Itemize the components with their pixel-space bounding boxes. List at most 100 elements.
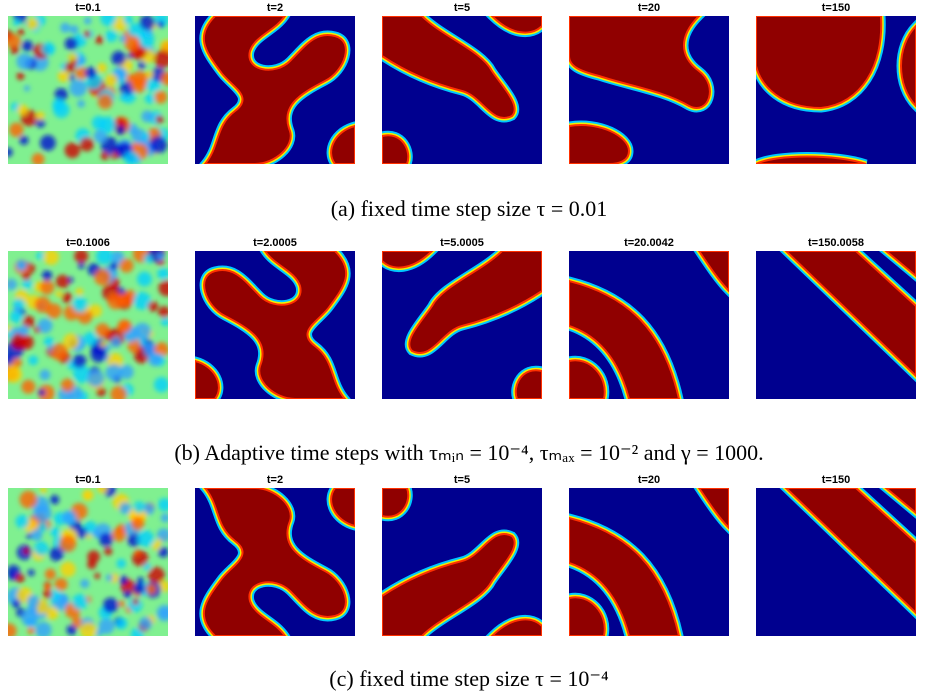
domain bbox=[784, 488, 916, 615]
domain bbox=[408, 251, 542, 354]
domains bbox=[569, 16, 715, 164]
blob bbox=[105, 574, 113, 582]
blob bbox=[158, 546, 168, 558]
blob bbox=[54, 577, 68, 591]
field-image bbox=[195, 16, 355, 164]
blob bbox=[26, 604, 38, 615]
blob bbox=[100, 16, 117, 27]
blob bbox=[94, 572, 101, 580]
blob bbox=[8, 324, 12, 332]
blob bbox=[19, 135, 29, 146]
panel: t=2 bbox=[195, 2, 355, 164]
blob bbox=[142, 132, 151, 141]
blob bbox=[23, 547, 30, 555]
blob bbox=[139, 616, 153, 630]
blob bbox=[72, 593, 88, 610]
blob bbox=[27, 627, 35, 635]
field-image bbox=[569, 251, 729, 399]
blob bbox=[10, 333, 28, 350]
blob bbox=[104, 344, 111, 352]
blob bbox=[60, 378, 75, 393]
blob bbox=[13, 19, 21, 27]
blob bbox=[57, 70, 70, 83]
blob bbox=[104, 547, 113, 556]
caption: (b) Adaptive time steps with τₘᵢₙ = 10⁻⁴… bbox=[174, 440, 764, 465]
blob bbox=[95, 323, 110, 338]
blob bbox=[61, 510, 77, 525]
domains bbox=[569, 251, 729, 399]
blob bbox=[27, 594, 40, 608]
blob bbox=[87, 559, 97, 570]
blob bbox=[115, 125, 126, 135]
blob bbox=[31, 152, 45, 164]
blob bbox=[124, 151, 139, 164]
blob bbox=[69, 25, 79, 34]
domain bbox=[756, 155, 867, 164]
blob bbox=[84, 17, 92, 25]
blob bbox=[105, 73, 118, 87]
blob bbox=[130, 77, 147, 93]
domain bbox=[382, 488, 410, 518]
domain bbox=[569, 16, 711, 109]
panel: t=5 bbox=[382, 2, 542, 164]
blob bbox=[76, 55, 86, 65]
blob bbox=[117, 319, 132, 334]
blob bbox=[143, 253, 153, 264]
field-image bbox=[756, 488, 916, 636]
blob bbox=[110, 385, 127, 399]
blob bbox=[138, 61, 146, 70]
panel-title: t=0.1 bbox=[75, 2, 101, 14]
blob bbox=[26, 18, 39, 30]
domains bbox=[382, 251, 542, 399]
blob bbox=[8, 278, 18, 291]
blob bbox=[109, 262, 118, 271]
blob bbox=[30, 529, 43, 541]
domains bbox=[382, 16, 542, 164]
blob bbox=[148, 566, 165, 584]
blob bbox=[128, 598, 143, 613]
blob bbox=[75, 526, 88, 539]
blob bbox=[37, 318, 53, 334]
blob bbox=[131, 128, 147, 144]
blob bbox=[116, 558, 126, 569]
blob bbox=[75, 287, 84, 296]
blob bbox=[41, 42, 55, 56]
blob bbox=[9, 122, 24, 138]
domains bbox=[569, 488, 729, 636]
blob bbox=[83, 331, 98, 346]
blob bbox=[60, 22, 71, 33]
field-image bbox=[382, 16, 542, 164]
blob bbox=[156, 528, 168, 542]
blob bbox=[49, 495, 60, 505]
blob bbox=[119, 364, 134, 380]
panel-title: t=2 bbox=[266, 474, 284, 486]
blob bbox=[64, 62, 76, 73]
blob bbox=[22, 315, 35, 328]
blob bbox=[8, 366, 23, 383]
blob bbox=[19, 490, 38, 509]
blob bbox=[21, 379, 36, 394]
domain bbox=[490, 16, 542, 34]
blob bbox=[21, 271, 31, 281]
panel-title: t=5 bbox=[453, 474, 471, 486]
panel: t=5.0005 bbox=[382, 237, 542, 399]
blob bbox=[11, 599, 21, 609]
domain bbox=[330, 488, 355, 528]
blob bbox=[35, 621, 52, 636]
blob bbox=[15, 573, 25, 583]
blob bbox=[97, 94, 113, 110]
blob bbox=[96, 62, 107, 73]
blob bbox=[84, 66, 97, 79]
blob bbox=[118, 575, 128, 585]
blob bbox=[127, 533, 141, 547]
blob bbox=[42, 589, 53, 599]
blob bbox=[55, 290, 63, 298]
blob bbox=[50, 526, 61, 537]
blob bbox=[97, 488, 108, 494]
blob bbox=[87, 550, 101, 564]
blob bbox=[45, 606, 59, 620]
caption: (c) fixed time step size τ = 10⁻⁴ bbox=[329, 666, 609, 691]
blob bbox=[141, 110, 154, 123]
blob bbox=[139, 338, 147, 347]
blob bbox=[137, 530, 155, 547]
